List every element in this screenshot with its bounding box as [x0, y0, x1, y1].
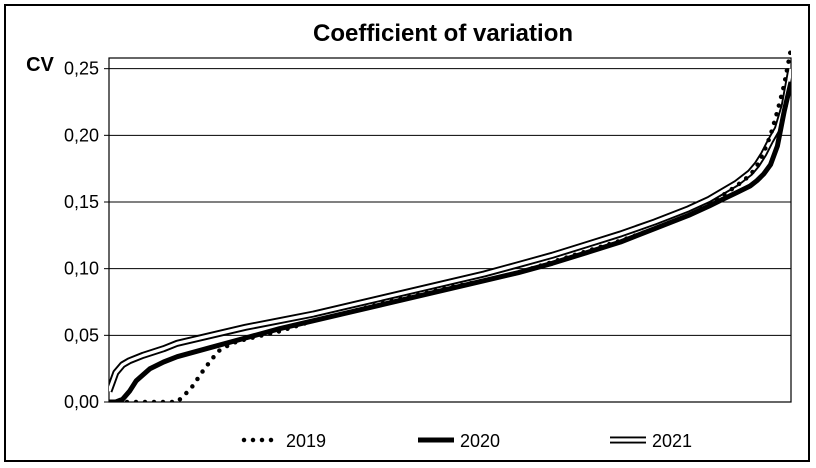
legend-item-2021: 2021: [610, 431, 692, 451]
legend-label: 2019: [286, 431, 326, 451]
legend: 2019 2020 2021: [241, 431, 692, 451]
chart-title: Coefficient of variation: [313, 20, 573, 47]
y-axis-label: CV: [26, 54, 54, 76]
legend-label: 2020: [460, 431, 500, 451]
chart-frame: Coefficient of variation CV 0,00 0,05 0,10…: [4, 4, 810, 462]
y-tick-label: 0,05: [64, 325, 99, 345]
y-tick-label: 0,00: [64, 392, 99, 412]
y-tick-labels: 0,00 0,05 0,10 0,15 0,20 0,25: [64, 59, 109, 412]
series-2020: [109, 81, 791, 402]
legend-item-2019: 2019: [241, 431, 326, 451]
legend-label: 2021: [652, 431, 692, 451]
grid-layer: [109, 68, 791, 336]
series-2021: [109, 68, 791, 393]
y-tick-label: 0,10: [64, 259, 99, 279]
series-layer: [109, 48, 791, 402]
series-line-2021-outer: [109, 68, 791, 393]
y-tick-label: 0,15: [64, 192, 99, 212]
series-line-2020: [109, 81, 791, 402]
y-tick-label: 0,20: [64, 125, 99, 145]
series-2019: [109, 48, 791, 402]
plot-area: [108, 57, 792, 403]
legend-item-2020: 2020: [418, 431, 500, 451]
series-line-2019: [109, 48, 791, 402]
series-line-2021-inner: [109, 68, 791, 392]
chart-svg: Coefficient of variation CV 0,00 0,05 0,10…: [26, 20, 792, 451]
y-tick-label: 0,25: [64, 59, 99, 79]
